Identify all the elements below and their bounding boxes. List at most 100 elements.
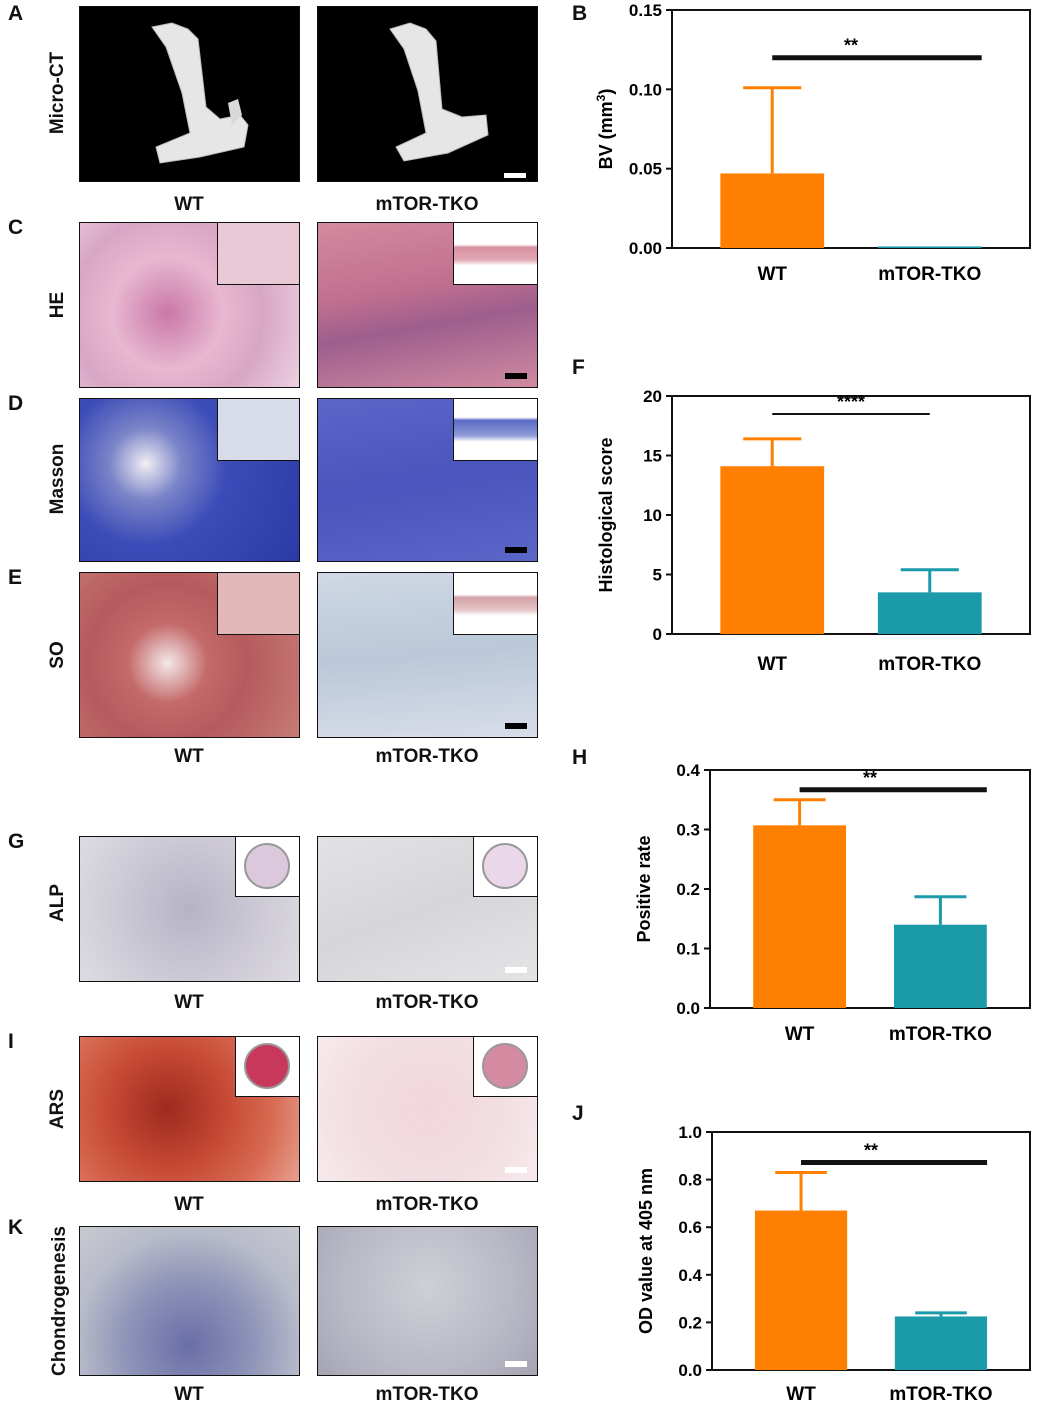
he-tko-image — [317, 222, 538, 388]
panel-label-k: K — [8, 1216, 24, 1239]
alp-wt-image — [79, 836, 300, 982]
y-tick-label: 0.4 — [678, 1266, 702, 1285]
y-axis-label-close: ) — [596, 89, 616, 95]
scale-bar — [505, 1167, 527, 1173]
panel-label-j: J — [572, 1102, 584, 1125]
x-tick-label: WT — [757, 654, 787, 675]
masson-tko-inset — [453, 399, 537, 461]
plot-frame — [711, 1131, 1031, 1371]
y-tick-label: 0.2 — [678, 1313, 702, 1332]
plot-frame — [671, 9, 1031, 249]
panel-label-g: G — [8, 830, 25, 853]
y-tick-label: 0.00 — [629, 239, 662, 258]
chart-j: 0.0 0.2 0.4 0.6 0.8 1.0 OD value at 405 nm WT mT… — [560, 1123, 1040, 1406]
ars-wt-dish-inset — [235, 1037, 299, 1097]
y-tick-label: 10 — [643, 506, 662, 525]
y-tick-label: 0.3 — [676, 821, 700, 840]
scale-bar — [505, 373, 527, 379]
masson-tko-image — [317, 398, 538, 562]
scale-bar — [505, 967, 527, 973]
alp-tko-dish-inset — [473, 837, 537, 897]
bar-tko — [894, 1316, 988, 1370]
panel-label-f: F — [572, 356, 585, 379]
he-tko-inset — [453, 223, 537, 285]
y-tick-label: 0.8 — [678, 1171, 702, 1190]
y-tick-label: 0.2 — [676, 880, 700, 899]
panel-label-b: B — [572, 2, 588, 25]
ars-tko-dish-inset — [473, 1037, 537, 1097]
chondro-tko-image — [317, 1226, 538, 1376]
bone-render-wt — [151, 22, 249, 164]
x-tick-label: WT — [785, 1024, 815, 1045]
y-axis-label: BV (mm3) — [594, 89, 616, 170]
row-label-alp: ALP — [47, 884, 68, 922]
scale-bar — [505, 547, 527, 553]
group-label-wt-g: WT — [174, 992, 204, 1013]
y-tick-label: 1.0 — [678, 1123, 702, 1142]
group-label-wt-i: WT — [174, 1194, 204, 1215]
group-label-tko-i: mTOR-TKO — [375, 1194, 479, 1215]
x-tick-label: WT — [757, 264, 787, 285]
bar-wt — [754, 1210, 848, 1370]
significance-label: ** — [864, 1140, 878, 1160]
y-axis-label: Positive rate — [634, 835, 654, 942]
panel-label-h: H — [572, 746, 588, 769]
scale-bar — [505, 723, 527, 729]
x-tick-label: WT — [786, 1384, 816, 1405]
bar-tko — [877, 246, 982, 248]
group-label-wt-k: WT — [174, 1384, 204, 1405]
panel-label-e: E — [8, 566, 23, 589]
y-tick-label: 0.05 — [629, 160, 662, 179]
row-label-so: SO — [47, 641, 68, 669]
so-wt-image — [79, 572, 300, 738]
bar-tko — [894, 924, 987, 1008]
chart-f: 0 5 10 15 20 Histological score WT mTOR-TKO **** — [560, 387, 1040, 680]
so-tko-image — [317, 572, 538, 738]
group-label-tko-k: mTOR-TKO — [375, 1384, 479, 1405]
bone-render-tko — [389, 22, 526, 178]
y-tick-label: 0.0 — [678, 1361, 702, 1380]
chart-b: 0.00 0.05 0.10 0.15 BV (mm3) WT mTOR-TKO ** — [560, 1, 1040, 294]
y-tick-label: 0 — [653, 625, 662, 644]
group-label-tko-a: mTOR-TKO — [375, 194, 479, 215]
group-label-tko-g: mTOR-TKO — [375, 992, 479, 1013]
y-tick-label: 20 — [643, 387, 662, 406]
superscript: 3 — [594, 94, 608, 101]
row-label-ars: ARS — [47, 1088, 68, 1130]
panel-label-c: C — [8, 216, 24, 239]
bar-wt — [720, 173, 825, 248]
masson-wt-inset — [217, 399, 299, 461]
so-tko-inset — [453, 573, 537, 635]
microct-wt-image — [79, 6, 300, 182]
ars-wt-image — [79, 1036, 300, 1182]
y-tick-label: 15 — [643, 447, 662, 466]
y-axis-label: Histological score — [596, 437, 616, 592]
row-label-chondrogenesis: Chondrogenesis — [49, 1226, 70, 1376]
y-tick-label: 0.0 — [676, 999, 700, 1018]
scale-bar — [505, 1361, 527, 1367]
he-wt-image — [79, 222, 300, 388]
chondro-wt-image — [79, 1226, 300, 1376]
row-label-masson: Masson — [47, 443, 68, 515]
alp-tko-image — [317, 836, 538, 982]
x-tick-label: mTOR-TKO — [889, 1384, 992, 1405]
row-label-microct: Micro-CT — [47, 51, 68, 135]
group-label-wt-a: WT — [174, 194, 204, 215]
microct-tko-image — [317, 6, 538, 182]
x-tick-label: mTOR-TKO — [878, 654, 981, 675]
bar-tko — [877, 592, 982, 634]
x-tick-label: mTOR-TKO — [878, 264, 981, 285]
y-tick-label: 0.15 — [629, 1, 662, 20]
group-label-tko-e: mTOR-TKO — [375, 746, 479, 767]
y-tick-label: 0.10 — [629, 80, 662, 99]
x-tick-label: mTOR-TKO — [889, 1024, 992, 1045]
significance-label: **** — [837, 392, 865, 412]
he-wt-inset — [217, 223, 299, 285]
chart-h: 0.0 0.1 0.2 0.3 0.4 Positive rate WT mTOR-TKO ** — [560, 761, 1040, 1054]
group-label-wt-e: WT — [174, 746, 204, 767]
significance-label: ** — [844, 36, 858, 56]
bar-wt — [753, 825, 846, 1008]
y-axis-label: OD value at 405 nm — [636, 1168, 656, 1334]
y-tick-label: 5 — [653, 566, 662, 585]
row-label-he: HE — [47, 291, 68, 319]
